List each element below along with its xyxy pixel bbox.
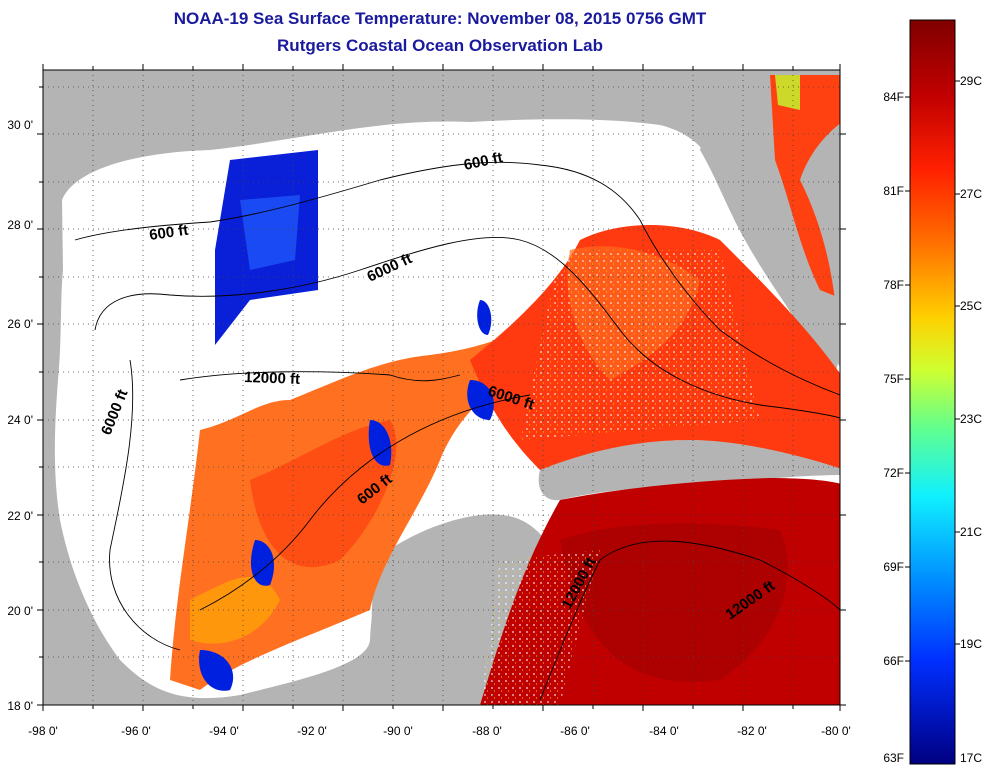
lat-label: 20 0' — [7, 604, 33, 618]
lat-label: 18 0' — [7, 699, 33, 713]
lat-label: 24 0' — [7, 413, 33, 427]
colorbar-f-label: 63F — [883, 751, 904, 765]
axis-ticks — [37, 64, 846, 711]
colorbar-c-label: 29C — [960, 74, 982, 88]
lat-label: 22 0' — [7, 509, 33, 523]
colorbar-c-label: 27C — [960, 187, 982, 201]
contour-label-600ft-west: 600 ft — [148, 222, 189, 244]
lon-label: -84 0' — [649, 724, 679, 738]
colorbar-c-label: 21C — [960, 525, 982, 539]
colorbar-c-label: 25C — [960, 299, 982, 313]
lon-label: -98 0' — [28, 724, 58, 738]
colorbar-f-label: 84F — [883, 90, 904, 104]
lon-label: -94 0' — [209, 724, 239, 738]
lon-label: -80 0' — [821, 724, 851, 738]
lat-label: 26 0' — [7, 317, 33, 331]
lon-label: -92 0' — [297, 724, 327, 738]
colorbar-c-label: 17C — [960, 751, 982, 765]
colorbar — [909, 19, 956, 765]
colorbar-f-label: 72F — [883, 466, 904, 480]
lon-label: -96 0' — [121, 724, 151, 738]
lat-label: 30 0' — [7, 118, 33, 132]
colorbar-ticks — [905, 80, 960, 662]
contour-label-12000ft-central: 12000 ft — [244, 369, 300, 388]
cuba-land — [538, 440, 840, 501]
bathymetry-contours — [74, 161, 840, 701]
colorbar-f-label: 81F — [883, 184, 904, 198]
colorbar-f-label: 69F — [883, 560, 904, 574]
colorbar-f-label: 75F — [883, 372, 904, 386]
colorbar-f-label: 66F — [883, 654, 904, 668]
map-frame — [42, 69, 841, 706]
graticule — [43, 70, 840, 705]
sst-data-overlay — [170, 75, 840, 705]
lon-label: -90 0' — [383, 724, 413, 738]
map-subtitle: Rutgers Coastal Ocean Observation Lab — [277, 36, 603, 55]
lon-label: -86 0' — [560, 724, 590, 738]
map-title: NOAA-19 Sea Surface Temperature: Novembe… — [173, 9, 707, 28]
lon-label: -82 0' — [737, 724, 767, 738]
colorbar-f-label: 78F — [883, 278, 904, 292]
lon-label: -88 0' — [472, 724, 502, 738]
colorbar-c-label: 23C — [960, 412, 982, 426]
lat-label: 28 0' — [7, 218, 33, 232]
colorbar-c-label: 19C — [960, 637, 982, 651]
